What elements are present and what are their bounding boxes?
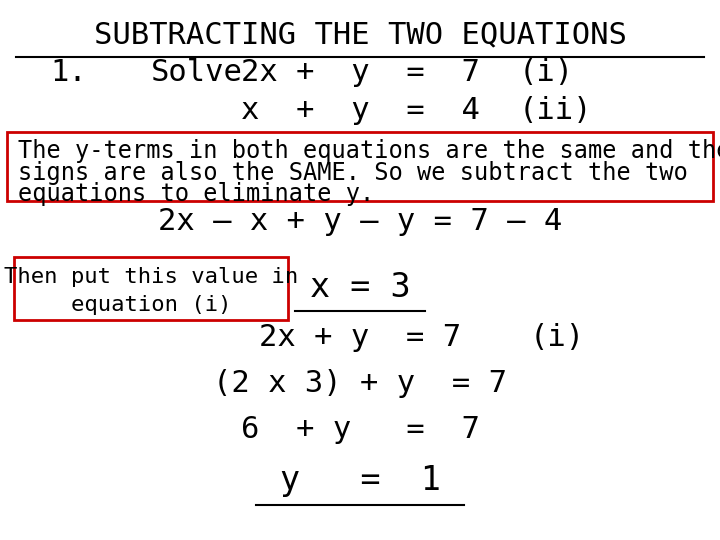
Text: signs are also the SAME. So we subtract the two: signs are also the SAME. So we subtract …: [18, 160, 688, 185]
Text: 2x +  y  =  7: 2x + y = 7: [240, 58, 480, 87]
Text: SUBTRACTING THE TWO EQUATIONS: SUBTRACTING THE TWO EQUATIONS: [94, 21, 626, 50]
Text: The y-terms in both equations are the same and the: The y-terms in both equations are the sa…: [18, 139, 720, 163]
Text: (ii): (ii): [518, 96, 592, 125]
Text: x = 3: x = 3: [310, 271, 410, 304]
FancyBboxPatch shape: [7, 132, 713, 201]
Text: 1.: 1.: [50, 58, 87, 87]
Text: equation (i): equation (i): [71, 295, 231, 315]
Text: Then put this value in: Then put this value in: [4, 267, 298, 287]
Text: 2x + y  = 7: 2x + y = 7: [259, 323, 461, 352]
Text: Solve: Solve: [151, 58, 243, 87]
Text: equations to eliminate y.: equations to eliminate y.: [18, 183, 374, 206]
Text: (2 x 3) + y  = 7: (2 x 3) + y = 7: [213, 369, 507, 398]
Text: 6  + y   =  7: 6 + y = 7: [240, 415, 480, 444]
Text: x  +  y  =  4: x + y = 4: [240, 96, 480, 125]
Text: y   =  1: y = 1: [279, 464, 441, 497]
Text: 2x – x + y – y = 7 – 4: 2x – x + y – y = 7 – 4: [158, 207, 562, 236]
Text: (i): (i): [518, 58, 574, 87]
FancyBboxPatch shape: [14, 257, 288, 320]
Text: (i): (i): [529, 323, 585, 352]
